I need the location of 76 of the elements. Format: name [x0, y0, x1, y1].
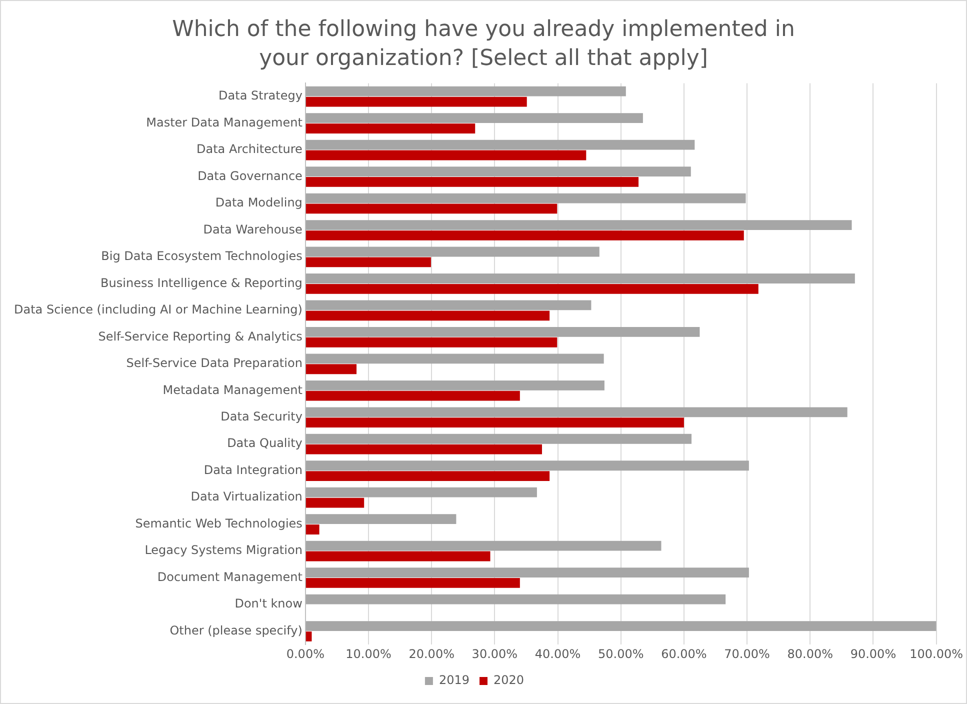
- x-tick-label: 30.00%: [472, 646, 518, 661]
- x-tick-label: 10.00%: [346, 646, 392, 661]
- bar: [306, 487, 537, 498]
- x-tick-label: 80.00%: [787, 646, 834, 661]
- x-tick-label: 50.00%: [598, 646, 644, 661]
- y-tick-label: Data Science (including AI or Machine Learning): [14, 302, 302, 317]
- bar: [306, 407, 848, 418]
- bar: [306, 524, 320, 534]
- y-tick-label: Data Architecture: [196, 142, 302, 156]
- bar: [306, 471, 550, 481]
- x-tick-label: 70.00%: [724, 646, 770, 661]
- bar: [306, 631, 312, 642]
- y-tick-label: Data Integration: [204, 462, 302, 477]
- bar: [306, 150, 586, 160]
- bar: [306, 96, 527, 107]
- bar: [306, 274, 855, 284]
- bar: [306, 551, 490, 562]
- y-tick-label: Data Governance: [198, 168, 302, 183]
- bar: [306, 498, 364, 508]
- y-tick-label: Self-Service Reporting & Analytics: [98, 329, 302, 344]
- bar: [306, 124, 476, 134]
- bar: [306, 193, 746, 204]
- bar: [306, 390, 520, 401]
- y-tick-label: Self-Service Data Preparation: [126, 356, 302, 370]
- y-tick-label: Master Data Management: [146, 115, 303, 130]
- bar: [306, 230, 744, 240]
- y-tick-label: Don't know: [234, 596, 303, 611]
- bar: [306, 327, 700, 337]
- bar: [306, 460, 749, 471]
- bar: [306, 140, 695, 150]
- y-tick-label: Other (please specify): [170, 623, 302, 638]
- bar: [306, 204, 558, 214]
- bar: [306, 166, 691, 177]
- y-tick-label: Business Intelligence & Reporting: [100, 276, 302, 290]
- bar: [306, 540, 662, 551]
- bar: [306, 621, 936, 631]
- y-tick-label: Metadata Management: [162, 382, 303, 397]
- bar: [306, 514, 456, 524]
- legend-label: 2019: [438, 673, 470, 688]
- x-tick-label: 60.00%: [661, 646, 707, 661]
- bar: [306, 594, 726, 604]
- bar: [306, 354, 604, 364]
- x-tick-label: 100.00%: [910, 646, 963, 661]
- x-tick-label: 0.00%: [286, 646, 324, 661]
- y-tick-label: Big Data Ecosystem Technologies: [101, 249, 302, 264]
- bar: [306, 444, 542, 454]
- bar: [306, 257, 431, 268]
- bar: [306, 380, 604, 390]
- y-tick-label: Data Quality: [227, 436, 302, 450]
- y-tick-label: Data Warehouse: [203, 222, 302, 236]
- bar: [306, 310, 550, 321]
- bar: [306, 434, 692, 444]
- x-tick-label: 90.00%: [850, 646, 896, 661]
- bar: [306, 300, 592, 310]
- bar: [306, 113, 643, 124]
- bar: [306, 578, 520, 588]
- bar: [306, 220, 852, 230]
- bar: [306, 418, 684, 428]
- y-tick-label: Data Virtualization: [190, 490, 302, 504]
- bar: [306, 284, 758, 294]
- bar: [306, 177, 639, 187]
- bar: [306, 568, 749, 578]
- bar: [306, 337, 558, 348]
- y-tick-label: Document Management: [157, 570, 303, 584]
- y-tick-label: Data Strategy: [218, 88, 302, 103]
- y-tick-label: Data Security: [220, 409, 302, 424]
- bar: [306, 364, 357, 374]
- bar: [306, 246, 600, 257]
- y-tick-label: Data Modeling: [215, 196, 302, 210]
- bar: [306, 86, 626, 96]
- y-tick-label: Legacy Systems Migration: [144, 543, 302, 558]
- x-tick-label: 20.00%: [408, 646, 454, 661]
- legend-label: 2020: [494, 673, 524, 688]
- y-tick-label: Semantic Web Technologies: [135, 516, 302, 530]
- chart-title: Which of the following have you already implemented in your organization? [Select all that apply]: [171, 16, 796, 73]
- x-tick-label: 40.00%: [534, 646, 581, 661]
